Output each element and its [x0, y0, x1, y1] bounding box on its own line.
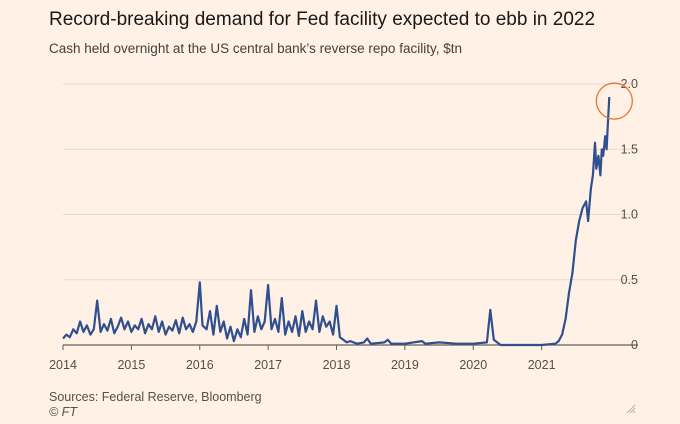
x-tick-label: 2021 — [528, 358, 556, 372]
x-tick-label: 2018 — [323, 358, 351, 372]
y-tick-label: 2.0 — [621, 77, 638, 91]
x-axis-ticks: 2014 2015 2016 2017 2018 2019 2020 2021 — [49, 345, 556, 372]
series-line-reverse-repo — [62, 97, 611, 347]
x-tick-label: 2020 — [459, 358, 487, 372]
x-tick-label: 2019 — [391, 358, 419, 372]
x-tick-label: 2017 — [254, 358, 282, 372]
copyright-credit: © FT — [49, 405, 77, 419]
y-tick-label: 1.0 — [621, 208, 638, 222]
peak-highlight-circle — [595, 82, 633, 120]
gridlines — [63, 83, 638, 346]
resize-handle-icon[interactable] — [626, 404, 636, 414]
source-note: Sources: Federal Reserve, Bloomberg — [49, 390, 262, 404]
x-tick-label: 2015 — [117, 358, 145, 372]
y-tick-label: 0.5 — [621, 273, 638, 287]
chart-title: Record-breaking demand for Fed facility … — [49, 9, 596, 30]
x-tick-label: 2014 — [49, 358, 77, 372]
y-axis-ticks: 0 0.5 1.0 1.5 2.0 — [621, 77, 638, 352]
y-tick-label: 1.5 — [621, 142, 638, 156]
y-tick-label: 0 — [631, 338, 638, 352]
chart-subtitle: Cash held overnight at the US central ba… — [49, 41, 462, 56]
x-tick-label: 2016 — [186, 358, 214, 372]
